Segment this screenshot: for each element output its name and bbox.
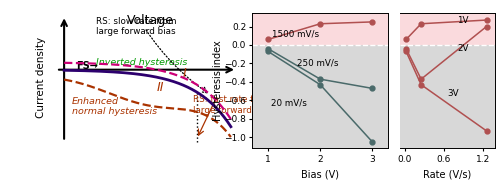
Text: 1V: 1V bbox=[457, 16, 468, 25]
Text: Voltage: Voltage bbox=[127, 14, 174, 27]
Text: 20 mV/s: 20 mV/s bbox=[270, 99, 306, 108]
Bar bbox=[400, 45, 495, 148]
Text: II: II bbox=[157, 81, 164, 94]
Text: I: I bbox=[183, 67, 186, 80]
Text: Current density: Current density bbox=[36, 37, 46, 118]
Text: Inverted hysteresis: Inverted hysteresis bbox=[96, 58, 188, 67]
X-axis label: Bias (V): Bias (V) bbox=[301, 169, 339, 179]
Text: 1500 mV/s: 1500 mV/s bbox=[272, 29, 320, 38]
Bar bbox=[252, 13, 388, 45]
X-axis label: Rate (V/s): Rate (V/s) bbox=[423, 169, 472, 179]
Text: FS→: FS→ bbox=[76, 61, 98, 71]
Bar bbox=[400, 13, 495, 45]
Text: RS: fast rate from
large forward bias: RS: fast rate from large forward bias bbox=[192, 96, 272, 115]
Text: Enhanced
normal hysteresis: Enhanced normal hysteresis bbox=[72, 97, 158, 116]
Text: 2V: 2V bbox=[457, 44, 468, 53]
Text: RS: slow rate from
large forward bias: RS: slow rate from large forward bias bbox=[96, 17, 177, 36]
Text: 3V: 3V bbox=[448, 89, 459, 98]
Y-axis label: Hysteresis index: Hysteresis index bbox=[213, 40, 223, 121]
Text: 250 mV/s: 250 mV/s bbox=[297, 59, 339, 68]
Bar bbox=[252, 45, 388, 148]
